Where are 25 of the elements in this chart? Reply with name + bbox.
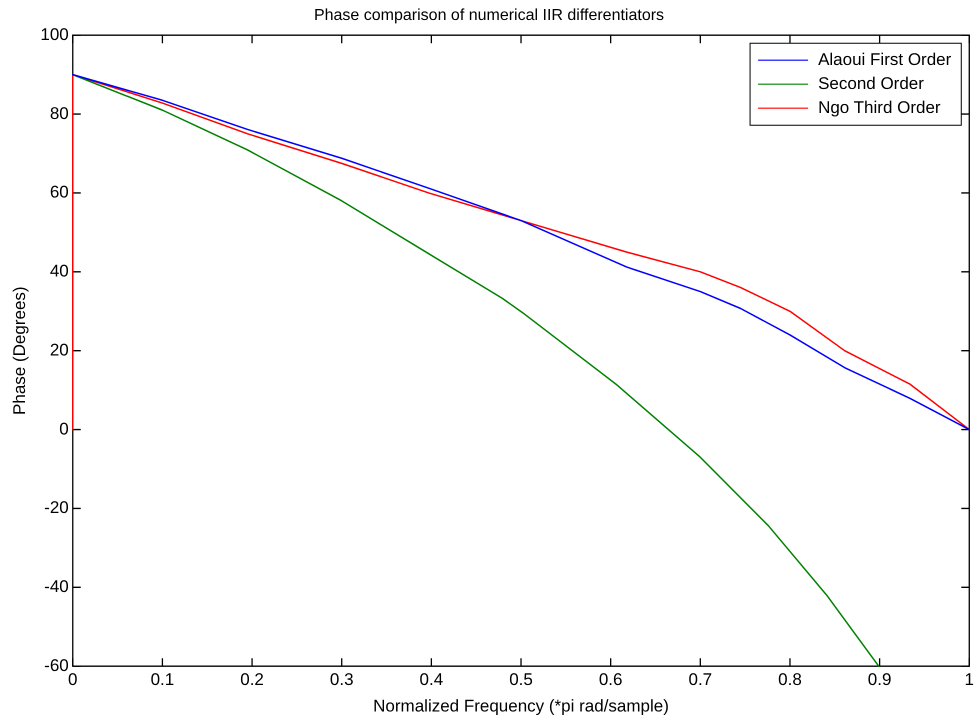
chart-title: Phase comparison of numerical IIR differentiators <box>314 7 664 24</box>
legend-label: Second Order <box>818 74 924 93</box>
x-tick-label: 0.2 <box>240 670 264 690</box>
x-tick-label: 1 <box>964 670 974 690</box>
y-tick-label: 80 <box>50 104 69 123</box>
x-tick-label: 0.4 <box>420 670 444 690</box>
y-tick-label: -40 <box>44 577 69 596</box>
x-axis-title: Normalized Frequency (*pi rad/sample) <box>373 696 669 716</box>
y-tick-label: 0 <box>59 419 69 438</box>
y-tick-label: 40 <box>50 262 69 281</box>
x-tick-label: 0.8 <box>778 670 802 690</box>
x-tick-label: 0.5 <box>509 670 533 690</box>
y-tick-label: 60 <box>50 182 69 202</box>
legend-label: Ngo Third Order <box>818 98 941 117</box>
y-tick-label: -60 <box>44 656 69 675</box>
x-tick-label: 0.7 <box>688 670 712 690</box>
y-tick-label: 20 <box>50 340 69 360</box>
x-tick-label: 0.6 <box>598 670 622 690</box>
x-tick-label: 0.1 <box>150 670 174 690</box>
y-tick-label: -20 <box>44 498 69 518</box>
y-axis-title: Phase (Degrees) <box>10 286 29 415</box>
legend-label: Alaoui First Order <box>818 50 952 69</box>
x-tick-label: 0.3 <box>330 670 354 690</box>
x-tick-label: 0.9 <box>868 670 892 690</box>
y-tick-label: 100 <box>40 24 69 44</box>
